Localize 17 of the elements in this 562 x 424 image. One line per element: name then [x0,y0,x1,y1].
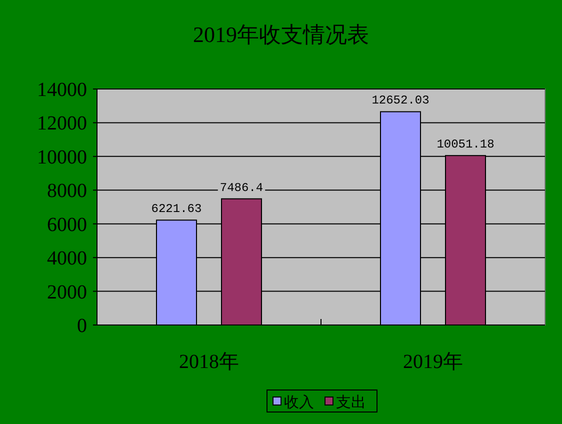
data-label: 6221.63 [151,202,202,216]
legend-label: 支出 [336,394,366,411]
x-tick-label: 2018年 [179,351,239,373]
y-tick-label: 6000 [47,214,87,236]
y-tick-label: 10000 [37,146,87,168]
chart-title: 2019年收支情况表 [193,22,369,47]
data-label: 12652.03 [372,94,430,108]
y-tick-label: 0 [77,315,87,337]
data-label: 10051.18 [436,138,494,152]
y-tick-label: 4000 [47,248,87,270]
y-tick-label: 8000 [47,180,87,202]
legend-label: 收入 [284,394,314,411]
x-tick-label: 2019年 [403,351,463,373]
y-tick-label: 14000 [37,79,87,101]
data-label: 7486.4 [220,180,264,195]
y-tick-label: 2000 [47,281,87,304]
y-tick-label: 12000 [37,112,87,135]
